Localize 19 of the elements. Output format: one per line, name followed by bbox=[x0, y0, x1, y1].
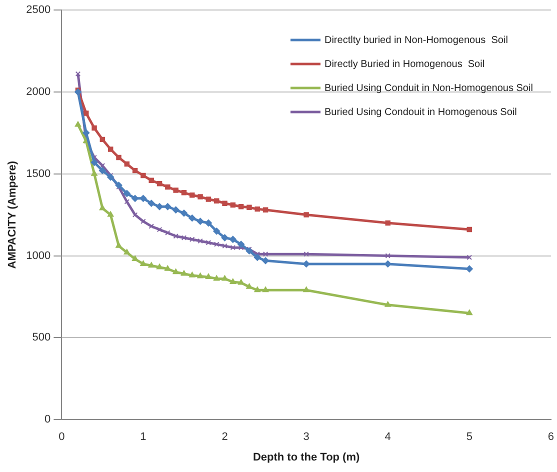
legend-label: Directlty buried in Non-Homogenous Soil bbox=[324, 34, 508, 46]
x-tick-label: 5 bbox=[466, 431, 472, 444]
legend-label: Buried Using Conduit in Non-Homogenous Soil bbox=[324, 82, 533, 94]
x-tick-label: 6 bbox=[548, 431, 554, 444]
legend-label: Directly Buried in Homogenous Soil bbox=[324, 58, 485, 70]
y-tick-label: 1000 bbox=[26, 250, 51, 262]
y-tick-label: 500 bbox=[32, 332, 51, 344]
y-tick-label: 2500 bbox=[26, 4, 51, 16]
y-axis-title: AMPACITY (Ampere) bbox=[6, 160, 19, 269]
x-tick-label: 4 bbox=[384, 431, 391, 444]
y-tick-label: 2000 bbox=[26, 86, 51, 98]
legend-label: Buried Using Condouit in Homogenous Soil bbox=[324, 106, 517, 118]
x-tick-label: 0 bbox=[58, 431, 65, 444]
x-tick-label: 1 bbox=[140, 431, 146, 444]
x-tick-label: 3 bbox=[303, 431, 310, 444]
y-tick-label: 0 bbox=[44, 414, 51, 426]
y-tick-label: 1500 bbox=[26, 168, 51, 180]
x-tick-label: 2 bbox=[222, 431, 228, 444]
x-axis-title: Depth to the Top (m) bbox=[252, 451, 360, 464]
